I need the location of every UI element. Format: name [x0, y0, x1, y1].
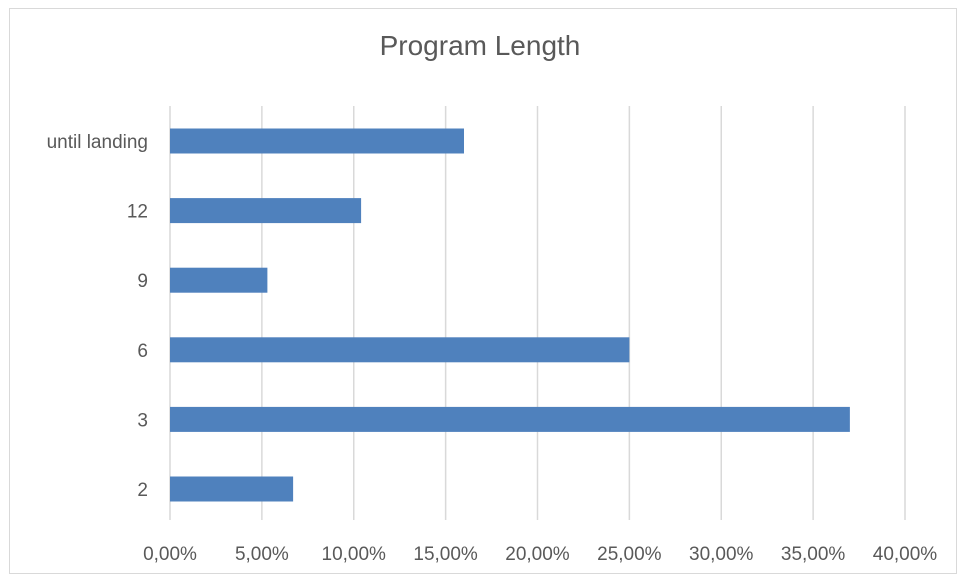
- chart-frame: [9, 8, 957, 574]
- bars: [170, 128, 850, 502]
- grid-lines: [169, 106, 906, 520]
- bar: [170, 476, 294, 502]
- x-tick-label: 30,00%: [689, 544, 754, 565]
- bar: [170, 198, 362, 224]
- y-axis-labels: 2 3 6 9 12 until landing: [47, 132, 148, 501]
- y-tick-label: 9: [137, 271, 148, 292]
- x-tick-label: 5,00%: [235, 544, 289, 565]
- bar: [170, 128, 464, 154]
- y-tick-label: until landing: [47, 132, 148, 153]
- x-tick-label: 40,00%: [873, 544, 938, 565]
- bar: [170, 337, 630, 363]
- x-tick-label: 25,00%: [597, 544, 662, 565]
- x-tick-label: 15,00%: [413, 544, 478, 565]
- x-tick-label: 0,00%: [143, 544, 197, 565]
- chart-title: Program Length: [379, 30, 581, 61]
- x-tick-label: 20,00%: [505, 544, 570, 565]
- bar: [170, 267, 268, 293]
- bar: [170, 406, 850, 432]
- x-tick-label: 35,00%: [781, 544, 846, 565]
- x-axis-labels: 0,00% 5,00% 10,00% 15,00% 20,00% 25,00% 30,00%…: [143, 544, 937, 565]
- y-tick-label: 12: [127, 202, 148, 223]
- y-tick-label: 3: [137, 410, 148, 431]
- y-tick-label: 2: [137, 480, 148, 501]
- x-tick-label: 10,00%: [322, 544, 387, 565]
- y-tick-label: 6: [137, 341, 148, 362]
